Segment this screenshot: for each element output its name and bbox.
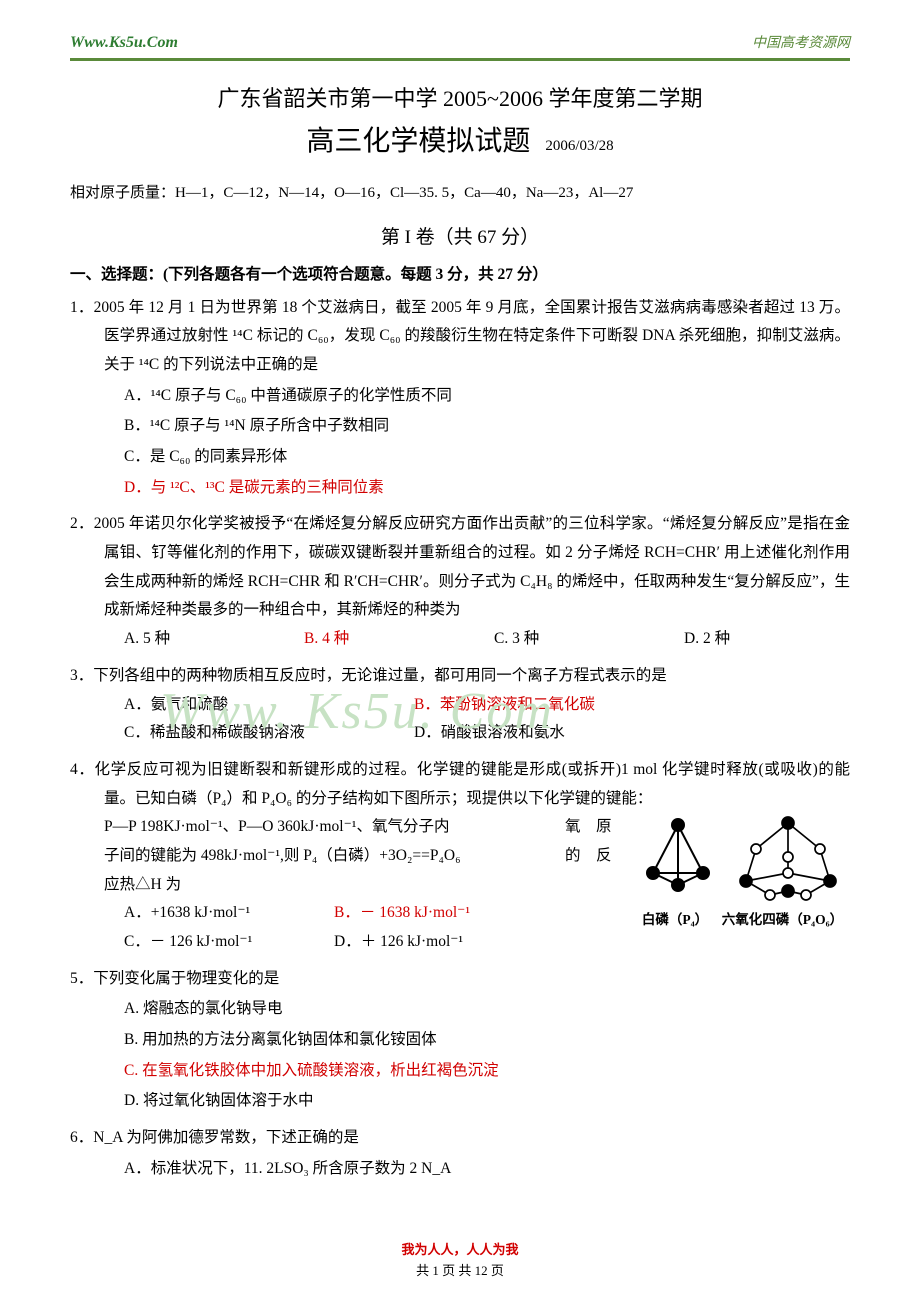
q4-text-a: 4．化学反应可视为旧键断裂和新键形成的过程。化学键的键能是形成(或拆开)1 mo…	[70, 756, 850, 813]
q3-opt-b: B．苯酚钠溶液和二氧化碳	[414, 691, 595, 720]
header-left: Www.Ks5u.Com	[70, 30, 178, 56]
q1-opt-d: D．与 ¹²C、¹³C 是碳元素的三种同位素	[124, 474, 850, 503]
atomic-masses: 相对原子质量：H—1，C—12，N—14，O—16，Cl—35. 5，Ca—40…	[70, 181, 850, 205]
q4-opt-b: B．－ 1638 kJ·mol⁻¹	[334, 899, 470, 928]
q3-text: 3．下列各组中的两种物质相互反应时，无论谁过量，都可用同一个离子方程式表示的是	[70, 662, 850, 691]
q2-text: 2．2005 年诺贝尔化学奖被授予“在烯烃复分解反应研究方面作出贡献”的三位科学…	[70, 510, 850, 625]
q3-opt-c: C．稀盐酸和稀碳酸钠溶液	[124, 719, 414, 748]
q1-opt-c: C．是 C₆₀ 的同素异形体	[124, 443, 850, 472]
molecule-svg	[638, 813, 848, 908]
q6-opt-a: A．标准状况下，11. 2LSO₃ 所含原子数为 2 N_A	[124, 1155, 850, 1184]
q5-opt-b: B. 用加热的方法分离氯化钠固体和氯化铵固体	[124, 1026, 850, 1055]
q4-text-c: 氧 原	[565, 813, 625, 842]
q4-text-b: P—P 198KJ·mol⁻¹、P—O 360kJ·mol⁻¹、氧气分子内	[104, 813, 449, 842]
footer-line1: 我为人人，人人为我	[0, 1240, 920, 1261]
q2-opt-c: C. 3 种	[494, 625, 684, 654]
q4-text-e: 的 反	[565, 842, 625, 871]
header-right: 中国高考资源网	[752, 33, 850, 55]
q4-label1: 白磷（P₄）	[642, 908, 708, 933]
q4-text-d: 子间的键能为 498kJ·mol⁻¹,则 P₄（白磷）+3O₂==P₄O₆	[104, 842, 460, 871]
q3-opt-a: A．氨气和硫酸	[124, 691, 414, 720]
q4-opt-c: C．－ 126 kJ·mol⁻¹	[124, 928, 334, 957]
q5-opt-a: A. 熔融态的氯化钠导电	[124, 995, 850, 1024]
title-line1: 广东省韶关市第一中学 2005~2006 学年度第二学期	[70, 81, 850, 116]
q2-opt-a: A. 5 种	[124, 625, 304, 654]
page-footer: 我为人人，人人为我 共 1 页 共 12 页	[0, 1240, 920, 1282]
q3-opt-d: D．硝酸银溶液和氨水	[414, 719, 565, 748]
q4-diagram: 白磷（P₄） 六氧化四磷（P₄O₆）	[635, 813, 850, 933]
q4-opt-a: A．+1638 kJ·mol⁻¹	[124, 899, 334, 928]
q2-opt-d: D. 2 种	[684, 625, 730, 654]
q5-opt-c: C. 在氢氧化铁胶体中加入硫酸镁溶液，析出红褐色沉淀	[124, 1057, 850, 1086]
question-6: 6．N_A 为阿佛加德罗常数，下述正确的是 A．标准状况下，11. 2LSO₃ …	[70, 1124, 850, 1183]
q1-text: 1．2005 年 12 月 1 日为世界第 18 个艾滋病日，截至 2005 年…	[70, 294, 850, 380]
q6-text: 6．N_A 为阿佛加德罗常数，下述正确的是	[70, 1124, 850, 1153]
header-divider	[70, 58, 850, 61]
title-line2: 高三化学模拟试题 2006/03/28	[70, 120, 850, 165]
q4-opt-d: D．＋ 126 kJ·mol⁻¹	[334, 928, 463, 957]
question-3: 3．下列各组中的两种物质相互反应时，无论谁过量，都可用同一个离子方程式表示的是 …	[70, 662, 850, 748]
q2-opt-b: B. 4 种	[304, 625, 494, 654]
title-date: 2006/03/28	[545, 138, 613, 154]
question-1: 1．2005 年 12 月 1 日为世界第 18 个艾滋病日，截至 2005 年…	[70, 294, 850, 503]
question-2: 2．2005 年诺贝尔化学奖被授予“在烯烃复分解反应研究方面作出贡献”的三位科学…	[70, 510, 850, 653]
question-5: 5．下列变化属于物理变化的是 A. 熔融态的氯化钠导电 B. 用加热的方法分离氯…	[70, 965, 850, 1116]
q5-opt-d: D. 将过氧化钠固体溶于水中	[124, 1087, 850, 1116]
section-1-instruction: 一、选择题：(下列各题各有一个选项符合题意。每题 3 分，共 27 分）	[70, 263, 850, 288]
title-main-text: 高三化学模拟试题	[306, 126, 530, 157]
q1-opt-b: B．¹⁴C 原子与 ¹⁴N 原子所含中子数相同	[124, 412, 850, 441]
q4-label2: 六氧化四磷（P₄O₆）	[722, 908, 843, 933]
page-header: Www.Ks5u.Com 中国高考资源网	[70, 30, 850, 56]
q5-text: 5．下列变化属于物理变化的是	[70, 965, 850, 994]
section-1-title: 第 I 卷（共 67 分）	[70, 223, 850, 253]
question-4: 4．化学反应可视为旧键断裂和新键形成的过程。化学键的键能是形成(或拆开)1 mo…	[70, 756, 850, 957]
q1-opt-a: A．¹⁴C 原子与 C₆₀ 中普通碳原子的化学性质不同	[124, 382, 850, 411]
footer-line2: 共 1 页 共 12 页	[0, 1261, 920, 1282]
